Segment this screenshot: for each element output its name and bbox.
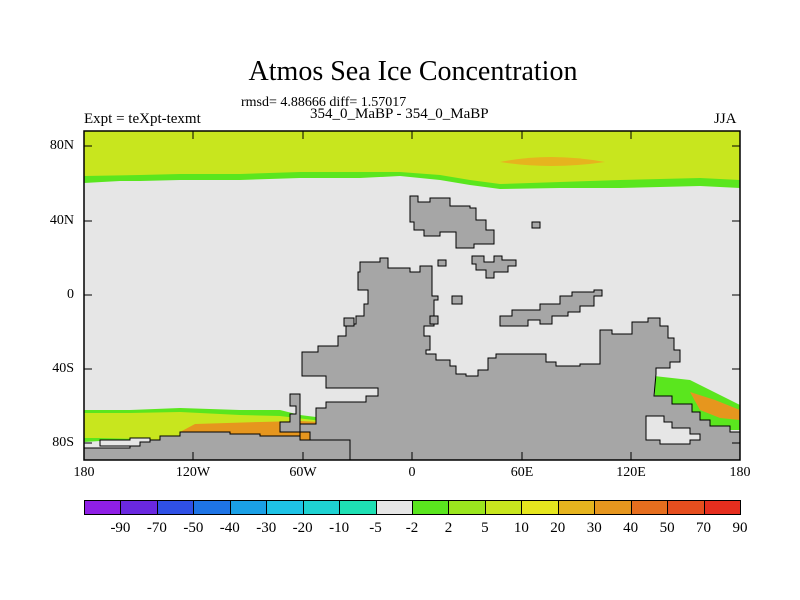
arctic-ice-inner [84,131,740,184]
colorbar-label: -5 [369,520,382,536]
colorbar-label: -50 [183,520,204,536]
colorbar [84,500,741,516]
colorbar-label: 50 [659,520,675,536]
lon-label-60w: 60W [289,465,317,480]
landmass-island-3 [499,289,603,327]
ocean-patch-east [645,415,701,445]
colorbar-box [557,500,596,515]
lon-label-180e: 180 [729,465,751,480]
landmass-island-8 [437,259,447,267]
colorbar-label: 20 [550,520,566,536]
landmass-antarctic-west [83,393,351,461]
lon-label-180w: 180 [73,465,95,480]
colorbar-label: -30 [256,520,277,536]
season-label: JJA [714,111,737,127]
map-title: Atmos Sea Ice Concentration [248,56,578,87]
landmass-island-5 [451,295,463,305]
colorbar-box [375,500,413,515]
lon-label-60e: 60E [510,465,534,480]
colorbar-box [594,500,632,515]
landmass-americas [299,257,741,461]
colorbar-box [156,500,195,515]
colorbar-box [339,500,377,515]
colorbar-label: 5 [481,520,489,536]
colorbar-label: 90 [732,520,748,536]
landmass-island-4 [343,317,355,327]
lon-label-120e: 120E [616,465,646,480]
lat-label-0: 0 [67,287,74,302]
colorbar-box [120,500,158,515]
colorbar-box [84,500,122,515]
landmass-island-7 [531,221,541,229]
experiment-label: Expt = teXpt-texmt [84,111,201,127]
ocean-patch-west [99,437,151,447]
lat-label-80s: 80S [52,435,74,450]
lat-label-40n: 40N [49,213,74,228]
lon-label-0: 0 [408,465,416,480]
colorbar-box [667,500,705,515]
colorbar-label: -2 [405,520,419,536]
arctic-ice-core [500,157,605,166]
colorbar-box [448,500,486,515]
colorbar-label: 30 [586,520,602,536]
lat-label-80n: 80N [49,138,74,153]
axis-ticks [84,131,740,460]
colorbar-label: 40 [623,520,639,536]
colorbar-box [229,500,268,515]
comparison-label: 354_0_MaBP - 354_0_MaBP [310,106,489,122]
colorbar-box [266,500,304,515]
colorbar-label: -70 [146,520,167,536]
landmass-island-1 [409,195,495,249]
colorbar-label: 2 [444,520,453,536]
stats-text: rmsd= 4.88666 diff= 1.57017 [241,95,407,110]
colorbar-box [412,500,450,515]
lat-label-40s: 40S [52,361,74,376]
colorbar-label: 70 [696,520,712,536]
colorbar-label: 10 [513,520,529,536]
colorbar-box [302,500,341,515]
colorbar-box [484,500,523,515]
colorbar-label: -10 [329,520,350,536]
land-masses [83,195,741,461]
landmass-island-2 [471,255,517,279]
antarctic-ice-east-core [690,392,740,420]
colorbar-label: -40 [219,520,240,536]
colorbar-box [521,500,559,515]
colorbar-label: -20 [292,520,313,536]
lon-label-120w: 120W [175,465,211,480]
colorbar-label: -90 [110,520,131,536]
colorbar-box [703,500,741,515]
colorbar-box [630,500,669,515]
landmass-island-6 [429,315,439,325]
colorbar-box [193,500,231,515]
